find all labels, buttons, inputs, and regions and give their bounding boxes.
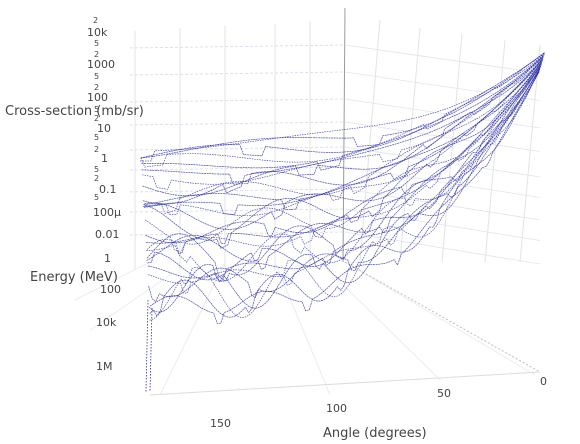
z-tick-label: 2 <box>93 16 98 25</box>
energy-tick-label: 1 <box>104 252 111 265</box>
angle-tick-label: 0 <box>540 375 547 388</box>
series-curve <box>146 64 542 270</box>
series-tail <box>145 299 149 393</box>
angle-tick-label: 100 <box>326 402 347 415</box>
angle-tick-label: 150 <box>210 417 231 430</box>
z-tick-label: 5 <box>94 72 99 81</box>
z-tick-label: 2 <box>94 83 99 92</box>
z-tick-label: 100 <box>87 91 108 104</box>
z-tick-label: 5 <box>94 39 99 48</box>
series-curve <box>148 69 540 313</box>
angle-axis-title: Angle (degrees) <box>323 426 427 441</box>
angle-tick-label: 50 <box>437 387 451 400</box>
series-curve <box>140 53 545 159</box>
grid-lines <box>74 7 541 396</box>
series-curve <box>145 62 543 253</box>
series-curve <box>147 67 541 283</box>
series-curve <box>144 60 543 230</box>
z-tick-label: 10k <box>87 26 108 39</box>
series-curve <box>144 61 543 249</box>
series-curve <box>142 55 545 190</box>
series-curve <box>142 56 544 197</box>
z-tick-label: 100μ <box>93 206 121 219</box>
z-tick-label: 5 <box>94 193 99 202</box>
series-curve <box>143 58 544 210</box>
z-tick-label: 1 <box>101 152 108 165</box>
tick-labels: 210k521000521005210521520.15100μ0.011100… <box>87 16 547 430</box>
z-tick-label: 0.01 <box>95 228 120 241</box>
series-curve <box>149 71 540 318</box>
z-tick-label: 2 <box>94 50 99 59</box>
z-tick-label: 5 <box>94 165 99 174</box>
energy-tick-label: 100 <box>100 283 121 296</box>
series-curve <box>141 54 545 171</box>
z-tick-label: 0.1 <box>99 183 117 196</box>
series-curve <box>146 65 542 282</box>
z-tick-label: 5 <box>94 105 99 114</box>
z-tick-label: 2 <box>94 145 99 154</box>
data-curves <box>140 51 546 393</box>
series-curve <box>142 57 544 205</box>
z-tick-label: 1000 <box>87 58 115 71</box>
z-tick-label: 2 <box>94 174 99 183</box>
series-curve <box>141 55 545 185</box>
series-tail <box>149 307 153 393</box>
z-axis-title: Cross-section (mb/sr) <box>5 104 144 119</box>
series-curve <box>140 52 546 159</box>
series-curve <box>149 71 540 324</box>
series-curve <box>144 60 543 217</box>
z-tick-label: 10 <box>97 122 111 135</box>
series-curve <box>143 57 544 214</box>
series-curve <box>140 51 546 162</box>
series-curve <box>146 66 541 282</box>
z-tick-label: 5 <box>94 133 99 142</box>
series-curve <box>143 59 543 215</box>
series-curve <box>146 64 542 255</box>
series-curve <box>149 70 540 321</box>
energy-axis-title: Energy (MeV) <box>30 270 118 285</box>
series-curve <box>145 63 542 244</box>
energy-tick-label: 10k <box>96 316 117 329</box>
z-tick-label: 2 <box>94 114 99 123</box>
energy-tick-label: 1M <box>96 360 113 373</box>
